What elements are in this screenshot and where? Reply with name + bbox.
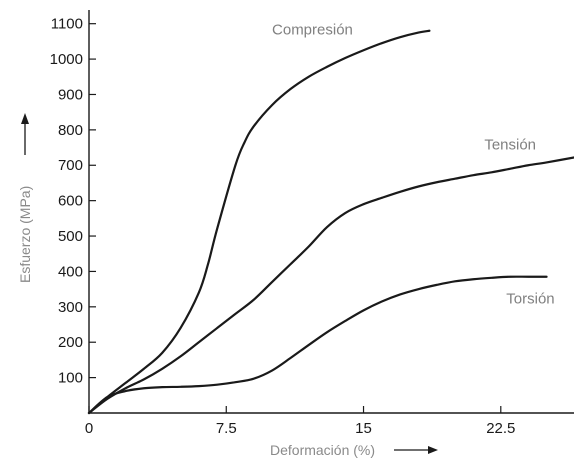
- axis-titles: Deformación (%) Esfuerzo (MPa): [17, 113, 438, 458]
- y-tick-label: 300: [58, 299, 83, 316]
- y-tick-label: 1000: [50, 51, 83, 68]
- series-line-compresion: [87, 29, 431, 415]
- y-tick-label: 600: [58, 193, 83, 210]
- series-label-tension: Tensión: [484, 136, 536, 153]
- y-tick-label: 500: [58, 228, 83, 245]
- series-label-compresion: Compresión: [272, 21, 353, 38]
- y-tick-label: 400: [58, 263, 83, 280]
- x-axis-title: Deformación (%): [270, 442, 375, 458]
- y-axis-arrow-icon: [21, 113, 29, 124]
- x-tick-label: 22.5: [486, 420, 515, 437]
- axes: 100 200 300 400 500 600 700 800 900 1000 1100 0 7.5 1…: [50, 10, 574, 437]
- x-tick-label: 7.5: [216, 420, 237, 437]
- series-line-torsion: [87, 275, 548, 415]
- x-tick-label: 0: [85, 420, 93, 437]
- series-label-torsion: Torsión: [506, 290, 554, 307]
- y-tick-label: 700: [58, 157, 83, 174]
- series-line-tension: [87, 156, 574, 415]
- y-tick-label: 900: [58, 86, 83, 103]
- series-labels: Compresión Tensión Torsión: [272, 21, 555, 307]
- y-tick-label: 1100: [51, 16, 83, 33]
- y-axis-title: Esfuerzo (MPa): [17, 186, 33, 283]
- x-tick-label: 15: [355, 420, 372, 437]
- y-tick-label: 800: [58, 122, 83, 139]
- curves: [87, 29, 574, 415]
- y-tick-label: 200: [58, 334, 83, 351]
- y-tick-label: 100: [58, 370, 83, 387]
- x-axis-arrow-icon: [428, 446, 438, 454]
